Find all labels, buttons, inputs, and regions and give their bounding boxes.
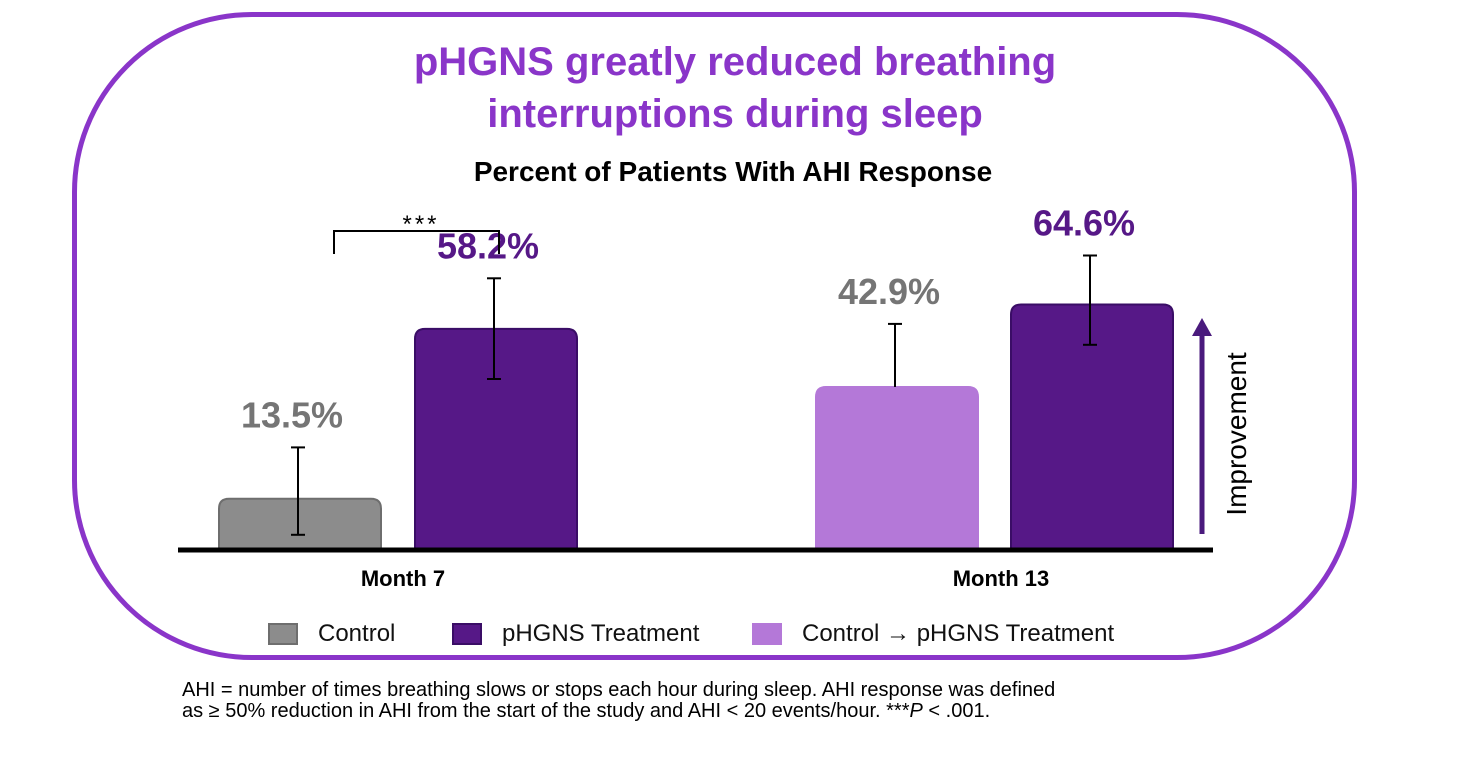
legend-item-control: Control (268, 620, 395, 648)
data-label-0: 13.5% (241, 394, 343, 435)
data-label-1: 58.2% (437, 225, 539, 266)
headline-line-1: pHGNS greatly reduced breathing (413, 40, 1057, 84)
bar-chart: 13.5% 58.2% 42.9% 64.6% Month 7 Month 13 *** Im… (178, 203, 1252, 591)
legend-item-crossover: Control → pHGNS Treatment (752, 620, 1114, 648)
legend-label-crossover: Control → pHGNS Treatment (802, 620, 1115, 647)
chart-title: Percent of Patients With AHI Response (473, 156, 993, 187)
bar-1 (414, 327, 578, 551)
improvement-label: Improvement (1221, 352, 1252, 516)
legend-swatch-crossover (752, 623, 782, 645)
legend-label-control: Control (318, 620, 396, 647)
bar-3 (1010, 303, 1174, 551)
legend: Control pHGNS Treatment Control → pHGNS … (0, 620, 1470, 650)
rounded-frame (72, 12, 1357, 660)
bar-2 (815, 385, 979, 551)
footnote-line-2: as ≥ 50% reduction in AHI from the start… (182, 701, 1342, 722)
footnote-p-value-text: < .001. (922, 700, 991, 722)
significance-bracket (333, 230, 500, 254)
footnote: AHI = number of times breathing slows or… (182, 680, 1342, 722)
footnote-line-1: AHI = number of times breathing slows or… (182, 679, 1056, 701)
data-label-2: 42.9% (838, 271, 940, 312)
category-label-1: Month 13 (953, 566, 1050, 591)
significance-label: *** (402, 211, 439, 238)
headline: pHGNS greatly reduced breathing interrup… (0, 36, 1470, 140)
footnote-line-2-text: as ≥ 50% reduction in AHI from the start… (182, 700, 910, 722)
category-label-0: Month 7 (361, 566, 445, 591)
bar-0 (218, 497, 382, 551)
legend-swatch-treatment (452, 623, 482, 645)
legend-item-treatment: pHGNS Treatment (452, 620, 699, 648)
improvement-arrow-head-icon (1192, 318, 1212, 336)
legend-label-treatment: pHGNS Treatment (502, 620, 700, 647)
footnote-p-value-symbol: P (909, 700, 923, 722)
legend-swatch-control (268, 623, 298, 645)
data-label-3: 64.6% (1033, 203, 1135, 244)
headline-line-2: interruptions during sleep (487, 92, 983, 136)
